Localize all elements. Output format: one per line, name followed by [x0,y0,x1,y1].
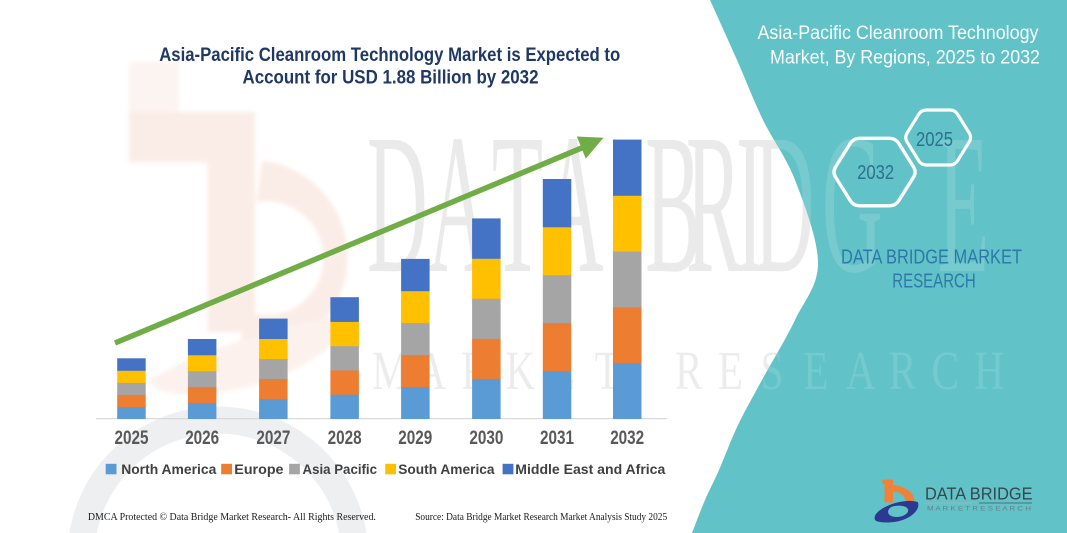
svg-text:DMCA Protected © Data Bridge M: DMCA Protected © Data Bridge Market Rese… [88,511,376,523]
svg-text:North America: North America [121,461,216,477]
svg-text:M A R K E T R E S E A R C H: M A R K E T R E S E A R C H [927,505,1031,512]
svg-text:Account for USD 1.88 Billion b: Account for USD 1.88 Billion by 2032 [243,68,539,89]
svg-text:2030: 2030 [469,428,503,449]
svg-text:Source: Data Bridge Market Res: Source: Data Bridge Market Research Mark… [415,511,667,523]
svg-text:2028: 2028 [328,428,362,449]
svg-text:Asia-Pacific Cleanroom Technol: Asia-Pacific Cleanroom Technology Market… [159,45,620,66]
svg-text:2032: 2032 [610,428,644,449]
svg-text:South America: South America [398,461,494,477]
svg-text:RESEARCH: RESEARCH [892,271,976,293]
svg-text:2031: 2031 [540,428,574,449]
svg-text:2026: 2026 [185,428,219,449]
svg-text:2025: 2025 [115,428,149,449]
svg-text:DATA BRIDGE MARKET: DATA BRIDGE MARKET [841,247,1022,269]
svg-text:DATA BRIDGE: DATA BRIDGE [925,483,1033,503]
svg-text:2032: 2032 [857,162,894,184]
svg-text:Asia-Pacific Cleanroom Technol: Asia-Pacific Cleanroom Technology [758,23,1039,44]
svg-text:2025: 2025 [916,129,953,151]
svg-text:Europe: Europe [234,461,283,477]
svg-text:2029: 2029 [398,428,432,449]
svg-text:Asia Pacific: Asia Pacific [303,461,378,477]
svg-text:Market, By Regions, 2025 to 20: Market, By Regions, 2025 to 2032 [770,47,1040,68]
svg-text:2027: 2027 [256,428,290,449]
svg-text:Middle East and Africa: Middle East and Africa [515,461,665,477]
